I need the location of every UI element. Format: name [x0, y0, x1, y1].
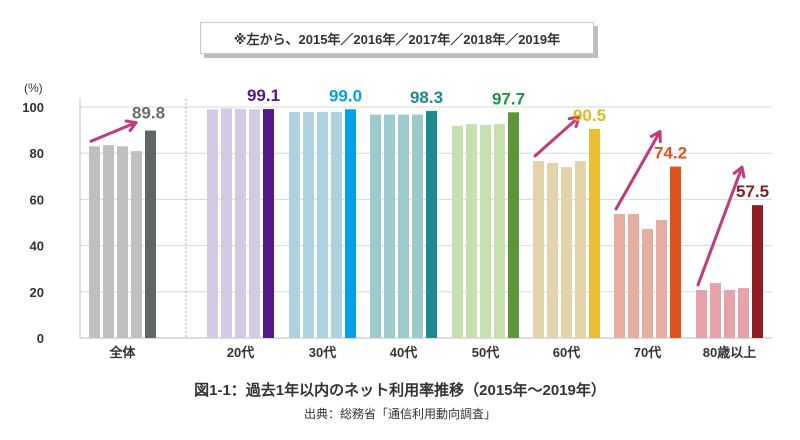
x-category-label: 30代 — [309, 345, 336, 360]
x-category-label: 50代 — [472, 345, 499, 360]
data-label: 74.2 — [654, 144, 687, 163]
bar-2015 — [289, 111, 300, 338]
bar-2017 — [724, 289, 735, 338]
bar-2015 — [207, 109, 218, 338]
bar-2017 — [398, 114, 409, 338]
y-tick-label: 60 — [30, 192, 44, 207]
bar-2015 — [614, 213, 625, 338]
bar-2019 — [263, 109, 274, 338]
trend-arrow — [696, 165, 744, 287]
year-order-note: ※左から、2015年／2016年／2017年／2018年／2019年 — [200, 22, 594, 54]
bar-2015 — [696, 289, 707, 338]
bar-2019 — [145, 130, 156, 338]
y-tick-label: 100 — [22, 100, 44, 115]
y-tick-label: 0 — [37, 331, 44, 346]
data-label: 90.5 — [573, 106, 606, 125]
bar-2016 — [547, 162, 558, 338]
bar-2017 — [642, 228, 653, 338]
x-category-label: 全体 — [108, 345, 136, 360]
data-label: 89.8 — [132, 104, 165, 123]
figure-caption: 図1-1：過去1年以内のネット利用率推移（2015年～2019年） — [194, 382, 606, 399]
arrow-head-icon — [732, 165, 746, 179]
x-category-label: 40代 — [390, 345, 417, 360]
y-tick-label: 80 — [30, 146, 44, 161]
x-category-label: 80歳以上 — [703, 345, 756, 360]
trend-arrow — [614, 130, 662, 211]
bar-2015 — [89, 146, 100, 338]
data-label: 98.3 — [410, 88, 443, 107]
arrow-head-icon — [649, 130, 662, 144]
data-label: 97.7 — [492, 89, 525, 108]
data-label: 99.1 — [247, 86, 280, 105]
bar-2019 — [508, 112, 519, 338]
bar-2015 — [370, 114, 381, 338]
bar-2018 — [249, 109, 260, 338]
bar-2016 — [221, 108, 232, 338]
bar-2016 — [466, 124, 477, 339]
y-axis-unit: (%) — [24, 81, 43, 95]
bar-2016 — [384, 114, 395, 338]
arrow-head-icon — [124, 119, 138, 133]
bar-2017 — [480, 125, 491, 338]
bar-2015 — [452, 125, 463, 338]
bar-2017 — [317, 111, 328, 338]
bar-2015 — [533, 161, 544, 338]
bar-2016 — [303, 111, 314, 338]
bar-2017 — [561, 167, 572, 338]
bar-2018 — [494, 124, 505, 339]
trend-arrow — [89, 121, 138, 143]
bar-2018 — [412, 114, 423, 338]
bar-2018 — [575, 161, 586, 338]
bar-2016 — [710, 283, 721, 338]
source-note: 出典：総務省「通信利用動向調査」 — [303, 407, 496, 421]
trend-arrow — [533, 115, 581, 158]
data-label: 99.0 — [329, 86, 362, 105]
bar-2017 — [235, 108, 246, 339]
bar-2018 — [738, 288, 749, 338]
bar-2019 — [670, 166, 681, 338]
bar-2016 — [103, 145, 114, 338]
bar-2019 — [426, 110, 437, 338]
y-tick-label: 40 — [30, 239, 44, 254]
y-tick-label: 20 — [30, 285, 44, 300]
bar-2018 — [656, 219, 667, 338]
bar-2019 — [345, 109, 356, 338]
bar-2019 — [589, 128, 600, 338]
arrow-head-icon — [567, 115, 581, 129]
bar-2019 — [752, 205, 763, 338]
x-category-label: 60代 — [553, 345, 580, 360]
bar-2018 — [131, 151, 142, 338]
bar-2018 — [331, 111, 342, 338]
bar-2016 — [628, 213, 639, 338]
data-label: 57.5 — [736, 182, 769, 201]
x-category-label: 70代 — [634, 345, 661, 360]
bar-2017 — [117, 146, 128, 338]
x-category-label: 20代 — [227, 345, 254, 360]
